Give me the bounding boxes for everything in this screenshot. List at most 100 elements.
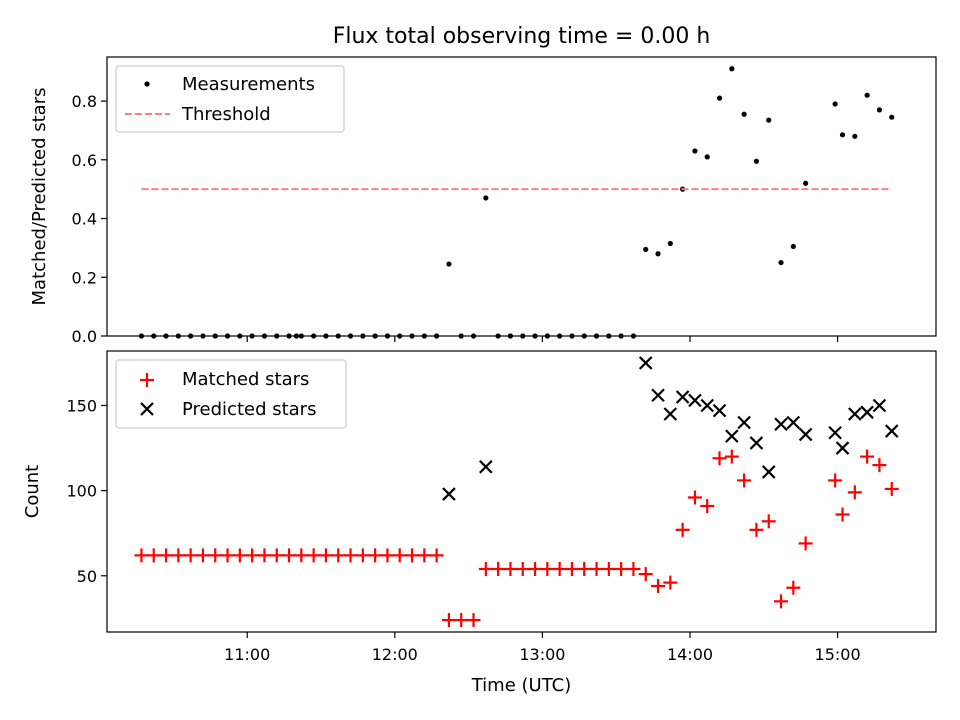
x-tick-label: 12:00 — [372, 645, 418, 664]
measurement-point — [286, 333, 292, 339]
predicted-star-point — [479, 460, 493, 474]
matched-star-point — [515, 561, 530, 576]
measurement-point — [397, 333, 403, 339]
measurement-point — [200, 333, 206, 339]
measurement-point — [458, 333, 464, 339]
measurement-point — [557, 333, 563, 339]
measurement-point — [778, 259, 784, 266]
matched-star-point — [774, 594, 789, 609]
measurement-point — [520, 333, 526, 339]
matched-star-point — [860, 449, 875, 464]
matched-star-point — [638, 567, 653, 582]
chart-title: Flux total observing time = 0.00 h — [333, 24, 711, 49]
y-tick-label: 0.6 — [72, 151, 97, 170]
measurement-point — [852, 133, 858, 139]
bottom-x-axis: 11:00 12:00 13:00 14:00 15:00 — [224, 632, 861, 664]
matched-star-point — [687, 490, 702, 505]
matched-star-point — [466, 613, 481, 628]
measurement-point — [293, 333, 300, 339]
y-tick-label: 0.0 — [72, 327, 97, 346]
matched-star-point — [282, 548, 297, 563]
measurement-point — [692, 148, 698, 154]
measurement-point — [163, 333, 169, 339]
legend-threshold-label: Threshold — [181, 104, 271, 125]
measurement-point — [544, 333, 550, 339]
predicted-star-point — [774, 417, 788, 432]
measurement-point — [212, 333, 218, 339]
matched-star-point — [798, 536, 813, 551]
measurement-point — [434, 333, 440, 339]
matched-star-point — [761, 514, 776, 529]
predicted-star-point — [786, 415, 801, 430]
matched-star-point — [491, 561, 506, 576]
measurement-point — [311, 333, 317, 339]
matched-star-point — [257, 548, 272, 563]
top-legend-frame — [115, 65, 345, 133]
measurement-point — [483, 195, 489, 201]
top-panel: 0.00.20.40.60.8 Matched/Predicted stars … — [29, 56, 937, 346]
legend-predicted-marker — [140, 402, 154, 416]
measurement-point — [384, 333, 391, 339]
measurement-point — [409, 333, 415, 339]
measurement-point — [876, 107, 883, 113]
y-tick-label: 0.8 — [72, 92, 97, 111]
measurement-point — [261, 333, 268, 339]
predicted-star-point — [884, 424, 899, 438]
predicted-star-point — [848, 407, 862, 421]
measurement-point — [495, 333, 501, 339]
matched-star-point — [208, 548, 223, 563]
measurement-point — [704, 154, 710, 160]
measurement-point — [569, 333, 575, 339]
top-y-axis: 0.0 0.2 0.4 0.6 0.8 — [72, 92, 107, 346]
x-tick-label: 11:00 — [224, 645, 270, 664]
predicted-star-point — [442, 487, 456, 501]
matched-star-point — [503, 561, 518, 576]
measurement-point — [667, 240, 673, 247]
measurement-point — [507, 333, 514, 339]
y-tick-label: 50 — [77, 567, 97, 586]
matched-star-point — [749, 522, 764, 537]
matched-star-point — [700, 498, 715, 513]
legend-predicted-label: Predicted stars — [182, 399, 316, 420]
measurement-point — [593, 333, 600, 339]
matched-star-point — [331, 548, 346, 563]
measurement-point — [470, 333, 477, 339]
predicted-star-point — [798, 427, 813, 442]
matched-star-point — [269, 548, 284, 563]
matched-star-point — [712, 451, 727, 466]
matched-star-point — [454, 613, 469, 628]
measurement-point — [237, 333, 243, 339]
matched-star-point — [355, 548, 370, 563]
matched-star-point — [392, 548, 407, 563]
matched-star-point — [835, 507, 850, 522]
measurement-point — [335, 333, 341, 339]
matched-star-point — [245, 548, 260, 563]
top-y-axis-label: Matched/Predicted stars — [29, 88, 50, 306]
measurement-point — [581, 333, 587, 339]
legend-measurements-marker — [144, 81, 150, 87]
matched-star-point — [183, 548, 198, 563]
measurement-point — [224, 333, 231, 339]
matched-star-point — [528, 561, 543, 576]
measurement-point — [274, 333, 280, 339]
measurement-point — [832, 101, 838, 107]
predicted-star-point — [675, 390, 690, 404]
x-tick-label: 15:00 — [815, 645, 861, 664]
measurement-point — [790, 243, 796, 250]
bottom-legend-frame — [115, 359, 347, 429]
matched-star-point — [441, 613, 456, 628]
legend-measurements-label: Measurements — [182, 74, 315, 95]
matched-star-point — [786, 580, 801, 595]
bottom-y-axis: 50 100 150 — [66, 396, 107, 586]
matched-star-point — [884, 481, 899, 496]
x-tick-label: 14:00 — [667, 645, 713, 664]
matched-star-point — [601, 561, 616, 576]
matched-star-point — [195, 548, 210, 563]
predicted-star-point — [737, 415, 751, 430]
matched-star-point — [405, 548, 420, 563]
matched-star-point — [737, 473, 752, 488]
matched-star-point — [318, 548, 333, 563]
predicted-star-point — [712, 403, 727, 418]
matched-star-point — [294, 548, 309, 563]
matched-star-point — [220, 548, 235, 563]
